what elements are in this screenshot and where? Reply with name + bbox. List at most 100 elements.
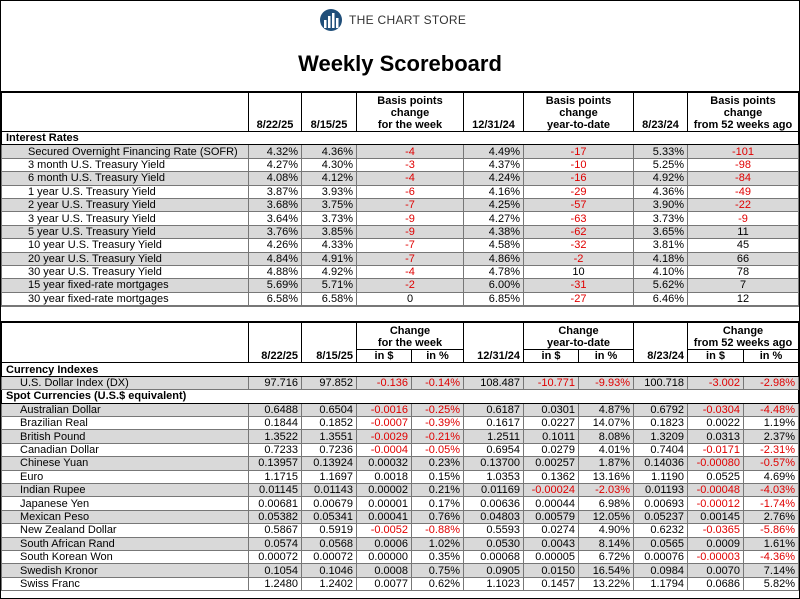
column-header: 8/23/24: [633, 92, 688, 132]
row-label: Swedish Kronor: [1, 563, 249, 578]
value-cell: 0.0008: [356, 563, 412, 578]
value-cell: 1.0353: [463, 469, 524, 484]
value-cell: 0.00032: [356, 456, 412, 471]
value-cell: 1.2511: [463, 429, 524, 444]
value-cell: 1.87%: [578, 456, 634, 471]
change-cell: -31: [523, 278, 634, 293]
value-cell: 0.0227: [523, 416, 579, 431]
value-cell: 0.00636: [463, 496, 524, 511]
value-cell: 1.1794: [633, 576, 688, 592]
value-cell: 0.00000: [356, 549, 412, 565]
value-cell: 6.46%: [633, 291, 688, 307]
value-cell: 0.76%: [411, 509, 464, 525]
value-cell: 97.716: [248, 375, 302, 391]
row-label: 15 year fixed-rate mortgages: [1, 278, 249, 293]
value-cell: 0.0022: [687, 416, 744, 431]
title: Weekly Scoreboard: [298, 51, 502, 76]
value-cell: 4.88%: [248, 264, 302, 280]
table-gap: [1, 306, 799, 323]
change-cell: -32: [523, 238, 634, 253]
column-header: Change year-to-date: [523, 322, 634, 351]
value-cell: 5.33%: [633, 144, 688, 159]
value-cell: 6.58%: [301, 291, 357, 307]
value-cell: -9.93%: [578, 375, 634, 391]
value-cell: -1.74%: [743, 496, 799, 511]
data-row: 20 year U.S. Treasury Yield 4.84% 4.91% -7 4…: [1, 251, 799, 266]
row-label: 30 year fixed-rate mortgages: [1, 291, 249, 307]
value-cell: 0.5919: [301, 523, 357, 538]
header-block: THE CHART STORE Weekly Scoreboard: [1, 1, 799, 92]
data-row: 6 month U.S. Treasury Yield 4.08% 4.12% -4 4…: [1, 171, 799, 186]
change-cell: -62: [523, 224, 634, 240]
header-line: Change: [722, 325, 764, 338]
value-cell: 0.00002: [356, 482, 412, 498]
value-cell: 1.3209: [633, 429, 688, 444]
data-row: Mexican Peso 0.05382 0.05341 0.00041 0.76% 0.…: [1, 509, 799, 525]
data-row: Brazilian Real 0.1844 0.1852 -0.0007 -0.39% 0…: [1, 416, 799, 431]
value-cell: 4.86%: [463, 251, 524, 266]
sub-header: in %: [578, 349, 634, 364]
value-cell: 0.01169: [463, 482, 524, 498]
section-row: Currency Indexes: [1, 362, 799, 377]
value-cell: -0.00080: [687, 456, 744, 471]
value-cell: 6.85%: [463, 291, 524, 307]
row-label: Japanese Yen: [1, 496, 249, 511]
data-row: Canadian Dollar 0.7233 0.7236 -0.0004 -0.05%…: [1, 442, 799, 458]
value-cell: 4.78%: [463, 264, 524, 280]
header-line: Basis points: [377, 95, 443, 107]
value-cell: 3.73%: [301, 211, 357, 226]
data-row: Swedish Kronor 0.1054 0.1046 0.0008 0.75% 0.0…: [1, 563, 799, 578]
value-cell: 4.84%: [248, 251, 302, 266]
data-row: Euro 1.1715 1.1697 0.0018 0.15% 1.0353 0.1362 1…: [1, 469, 799, 484]
change-cell: 45: [687, 238, 799, 253]
section-title: Spot Currencies (U.S.$ equivalent): [1, 389, 799, 404]
column-header: Change from 52 weeks ago: [687, 322, 799, 351]
column-header: 12/31/24: [463, 92, 524, 132]
value-cell: 0.00005: [523, 549, 579, 565]
value-cell: 4.38%: [463, 224, 524, 240]
header-line: from 52 weeks ago: [693, 337, 793, 350]
value-cell: 0.0274: [523, 523, 579, 538]
value-cell: 6.72%: [578, 549, 634, 565]
brand: THE CHART STORE: [319, 8, 466, 32]
value-cell: 16.54%: [578, 563, 634, 578]
value-cell: -0.14%: [411, 375, 464, 391]
value-cell: 0.1823: [633, 416, 688, 431]
change-cell: -98: [687, 157, 799, 173]
value-cell: 0.0043: [523, 536, 579, 551]
change-cell: -2: [523, 251, 634, 266]
row-label: 20 year U.S. Treasury Yield: [1, 251, 249, 266]
value-cell: 4.36%: [633, 184, 688, 199]
change-cell: -101: [687, 144, 799, 159]
value-cell: 0.01143: [301, 482, 357, 498]
row-label: British Pound: [1, 429, 249, 444]
value-cell: -0.0304: [687, 402, 744, 418]
header-line: change: [390, 107, 430, 119]
value-cell: 0.1617: [463, 416, 524, 431]
value-cell: -2.03%: [578, 482, 634, 498]
value-cell: 4.92%: [633, 171, 688, 186]
header-row: in $ in % in $ in % in $ in %: [2, 349, 799, 364]
change-cell: 66: [687, 251, 799, 266]
value-cell: 0.00579: [523, 509, 579, 525]
value-cell: 0.0574: [248, 536, 302, 551]
value-cell: 0.0905: [463, 563, 524, 578]
sub-header: in $: [523, 349, 579, 364]
value-cell: 13.16%: [578, 469, 634, 484]
data-row: South African Rand 0.0574 0.0568 0.0006 1.02…: [1, 536, 799, 551]
value-cell: 8.14%: [578, 536, 634, 551]
value-cell: 0.0568: [301, 536, 357, 551]
change-cell: -49: [687, 184, 799, 199]
value-cell: 108.487: [463, 375, 524, 391]
change-cell: -27: [523, 291, 634, 307]
value-cell: -5.86%: [743, 523, 799, 538]
change-cell: 11: [687, 224, 799, 240]
value-cell: -0.25%: [411, 402, 464, 418]
value-cell: 1.2480: [248, 576, 302, 592]
value-cell: -0.05%: [411, 442, 464, 458]
value-cell: 0.00001: [356, 496, 412, 511]
header-line: for the week: [377, 119, 443, 131]
value-cell: 0.0070: [687, 563, 744, 578]
value-cell: 4.33%: [301, 238, 357, 253]
value-cell: 6.00%: [463, 278, 524, 293]
